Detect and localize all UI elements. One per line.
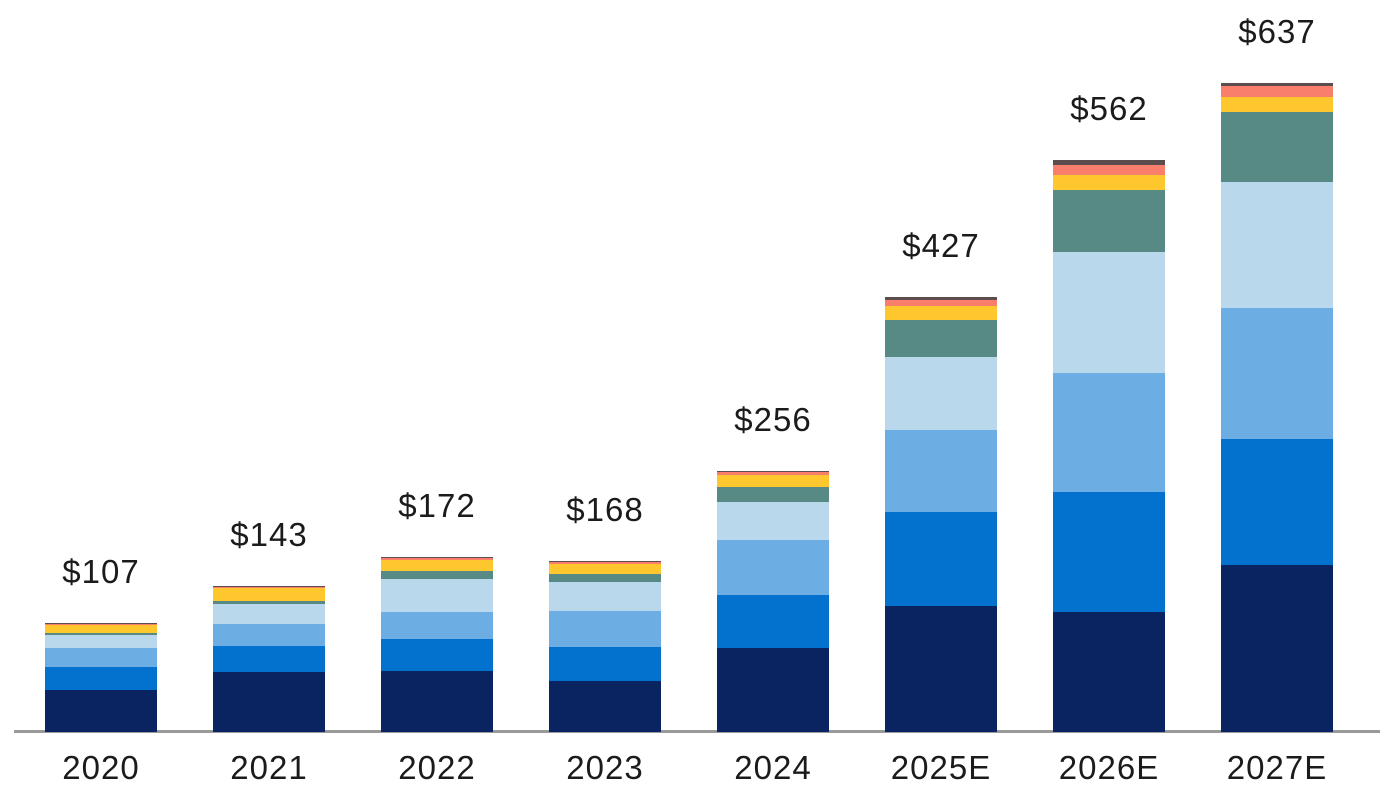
bar-2022-segment-navy [381,671,493,732]
bar-2024-segment-sky-blue [717,540,829,595]
bar-2023-segment-dark-red [549,561,661,562]
bar-2023-segment-yellow [549,564,661,574]
bar-2025E-segment-pale-blue [885,357,997,430]
bar-2025E-segment-yellow [885,306,997,320]
bar-2025E-segment-sky-blue [885,430,997,512]
bar-2021-segment-yellow [213,588,325,601]
bar-2024-segment-dark-red [717,471,829,472]
bar-2027E-segment-teal [1221,112,1333,182]
bar-2022-segment-sky-blue [381,612,493,639]
bar-2022-segment-dark-red [381,557,493,558]
x-axis-label-2024: 2024 [734,749,812,786]
bar-2027E-segment-navy [1221,565,1333,732]
bar-2021-segment-navy [213,672,325,732]
bar-2020-segment-blue [45,667,157,690]
x-axis-label-2023: 2023 [566,749,644,786]
bar-2021-segment-blue [213,646,325,672]
x-axis-label-2021: 2021 [230,749,308,786]
bar-2026E-segment-dark-red [1053,160,1165,165]
bar-2020-segment-coral [45,624,157,625]
total-label-2027E: $637 [1238,13,1316,50]
total-label-2021: $143 [230,516,308,553]
bar-2024-segment-pale-blue [717,502,829,540]
bar-2026E-segment-coral [1053,165,1165,175]
bar-2027E-segment-pale-blue [1221,182,1333,308]
bar-2022-segment-teal [381,571,493,579]
bar-2022-segment-pale-blue [381,579,493,612]
bar-2026E-segment-teal [1053,190,1165,252]
total-label-2025E: $427 [902,227,980,264]
bar-2024-segment-navy [717,648,829,732]
bar-2025E-segment-dark-red [885,297,997,300]
bar-2022-segment-yellow [381,560,493,571]
bar-2021-segment-dark-red [213,586,325,587]
bar-2020-segment-yellow [45,625,157,633]
bar-2024-segment-coral [717,472,829,475]
x-axis-label-2025E: 2025E [890,749,992,786]
total-label-2026E: $562 [1070,90,1148,127]
bar-2023-segment-navy [549,681,661,732]
x-axis-line [14,730,1380,733]
bar-2026E-segment-yellow [1053,175,1165,190]
bar-2022-segment-coral [381,558,493,560]
bar-2026E-segment-navy [1053,612,1165,732]
bar-2021-segment-teal [213,601,325,604]
bar-2027E-segment-sky-blue [1221,308,1333,439]
bar-2021-segment-coral [213,587,325,588]
bar-2020-segment-teal [45,633,157,635]
x-axis-label-2026E: 2026E [1058,749,1160,786]
total-label-2020: $107 [62,553,140,590]
x-axis-label-2022: 2022 [398,749,476,786]
x-axis-label-2020: 2020 [62,749,140,786]
bar-2027E-segment-yellow [1221,97,1333,112]
x-axis-label-2027E: 2027E [1226,749,1328,786]
bar-2026E-segment-blue [1053,492,1165,612]
bar-2023-segment-sky-blue [549,611,661,647]
total-label-2022: $172 [398,487,476,524]
bar-2027E-segment-coral [1221,86,1333,97]
bar-2020-segment-navy [45,690,157,732]
bar-2025E-segment-coral [885,300,997,306]
bar-2024-segment-blue [717,595,829,648]
bar-2025E-segment-navy [885,606,997,732]
total-label-2024: $256 [734,401,812,438]
bar-2023-segment-teal [549,574,661,582]
bar-2023-segment-coral [549,562,661,564]
bar-2023-segment-blue [549,647,661,681]
bar-2025E-segment-blue [885,512,997,606]
bar-2020-segment-sky-blue [45,648,157,667]
total-label-2023: $168 [566,491,644,528]
bar-2021-segment-pale-blue [213,604,325,624]
bar-2024-segment-yellow [717,475,829,487]
bar-2025E-segment-teal [885,320,997,357]
bar-2027E-segment-dark-red [1221,83,1333,86]
bar-2027E-segment-blue [1221,439,1333,565]
bar-2026E-segment-sky-blue [1053,373,1165,492]
bar-2020-segment-pale-blue [45,635,157,648]
bar-2021-segment-sky-blue [213,624,325,646]
bar-2023-segment-pale-blue [549,582,661,611]
bar-2020-segment-dark-red [45,623,157,624]
bar-2024-segment-teal [717,487,829,502]
bar-2022-segment-blue [381,639,493,671]
bar-2026E-segment-pale-blue [1053,252,1165,373]
